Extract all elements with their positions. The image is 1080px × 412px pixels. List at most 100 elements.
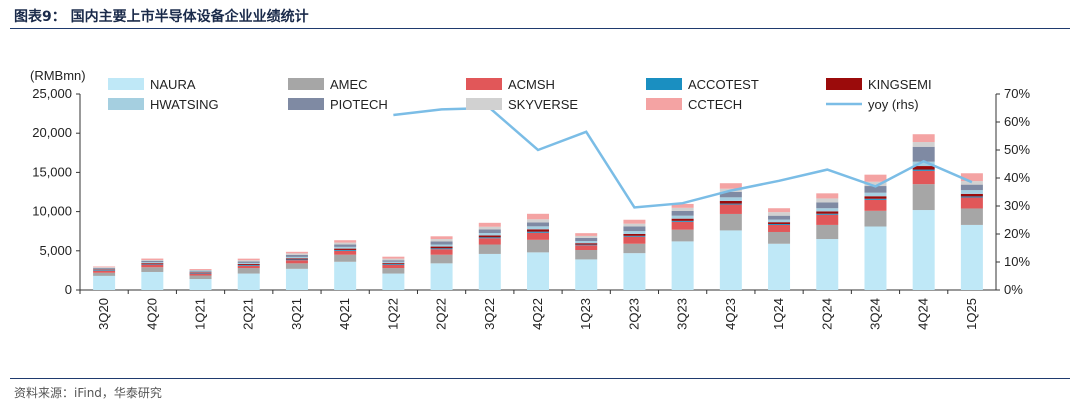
x-tick-label: 4Q23	[723, 298, 738, 330]
x-tick-label: 1Q22	[385, 298, 400, 330]
bar-segment	[768, 212, 791, 216]
y-tick-label: 20,000	[32, 125, 72, 140]
bar-segment	[912, 184, 935, 211]
bar-segment	[912, 166, 935, 170]
bar-segment	[960, 173, 983, 182]
bar-segment	[478, 222, 501, 227]
bar-segment	[430, 248, 453, 250]
bar-segment	[575, 233, 598, 236]
bar-segment	[141, 263, 164, 264]
bar-segment	[960, 184, 983, 191]
bar-segment	[960, 193, 983, 197]
bar-segment	[93, 270, 116, 273]
legend-label: CCTECH	[688, 97, 742, 112]
bar-segment	[623, 243, 646, 254]
y-tick-label: 25,000	[32, 86, 72, 101]
bar-segment	[382, 258, 405, 261]
bar-segment	[527, 213, 549, 220]
y-tick-label: 15,000	[32, 164, 72, 179]
bar-segment	[237, 262, 260, 264]
x-tick-label: 4Q24	[916, 298, 931, 330]
bar-segment	[816, 198, 839, 203]
bar-segment	[527, 226, 549, 230]
bar-segment	[671, 218, 694, 221]
x-tick-label: 4Q20	[144, 298, 159, 330]
bar-segment	[334, 250, 357, 255]
x-tick-label: 2Q22	[434, 298, 449, 330]
legend-swatch	[826, 78, 862, 90]
bar-segment	[334, 244, 357, 247]
bar-segment	[334, 248, 357, 250]
bar-segment	[671, 210, 694, 216]
legend-label: PIOTECH	[330, 97, 388, 112]
x-tick-label: 3Q24	[867, 298, 882, 330]
bar-segment	[189, 275, 212, 280]
bar-segment	[141, 262, 164, 264]
title-divider	[10, 28, 1070, 29]
bar-segment	[719, 191, 742, 198]
bar-segment	[478, 253, 501, 290]
bar-segment	[816, 202, 839, 209]
bar-segment	[189, 272, 212, 274]
bar-segment	[575, 237, 598, 241]
bar-segment	[141, 260, 164, 263]
bar-segment	[816, 214, 839, 225]
y-tick-label: 10,000	[32, 204, 72, 219]
bar-segment	[382, 260, 405, 262]
bar-segment	[768, 215, 791, 220]
bar-segment	[816, 211, 839, 214]
bar-segment	[285, 259, 308, 261]
bar-segment	[623, 233, 646, 236]
bar-segment	[93, 266, 116, 268]
x-tick-label: 1Q21	[193, 298, 208, 330]
bar-segment	[382, 264, 405, 269]
bar-segment	[237, 258, 260, 261]
bar-segment	[575, 250, 598, 260]
bar-segment	[478, 226, 501, 230]
bar-segment	[623, 231, 646, 234]
bar-segment	[189, 271, 212, 273]
bar-segment	[141, 264, 164, 268]
bar-segment	[478, 235, 501, 238]
bar-segment	[285, 260, 308, 264]
bar-segment	[623, 219, 646, 224]
x-tick-label: 2Q23	[626, 298, 641, 330]
bar-segment	[527, 219, 549, 223]
legend-label: KINGSEMI	[868, 77, 932, 92]
x-tick-label: 1Q24	[771, 298, 786, 330]
bar-segment	[623, 226, 646, 232]
bar-segment	[93, 268, 116, 270]
legend-swatch	[288, 98, 324, 110]
bar-segment	[189, 269, 212, 271]
bar-segment	[912, 170, 935, 185]
y2-tick-label: 0%	[1004, 282, 1023, 297]
bar-segment	[382, 261, 405, 264]
bar-segment	[285, 268, 308, 290]
bar-segment	[768, 224, 791, 232]
bar-segment	[719, 213, 742, 231]
bar-segment	[334, 246, 357, 249]
bar-segment	[93, 272, 116, 276]
bar-segment	[864, 210, 887, 227]
bar-segment	[623, 235, 646, 237]
legend-swatch	[108, 78, 144, 90]
bar-segment	[912, 169, 935, 171]
bar-segment	[816, 239, 839, 290]
bar-segment	[575, 259, 598, 290]
bar-segment	[960, 197, 983, 209]
x-tick-label: 2Q24	[819, 298, 834, 330]
bar-segment	[285, 251, 308, 254]
bar-segment	[912, 142, 935, 147]
bar-segment	[960, 208, 983, 225]
bar-segment	[430, 246, 453, 249]
bar-segment	[237, 263, 260, 265]
bar-segment	[478, 244, 501, 254]
bar-segment	[334, 242, 357, 245]
legend-swatch	[646, 98, 682, 110]
bar-segment	[93, 269, 116, 271]
bar-segment	[93, 270, 116, 271]
bar-segment	[382, 256, 405, 259]
legend-label: HWATSING	[150, 97, 219, 112]
bar-segment	[141, 258, 164, 260]
